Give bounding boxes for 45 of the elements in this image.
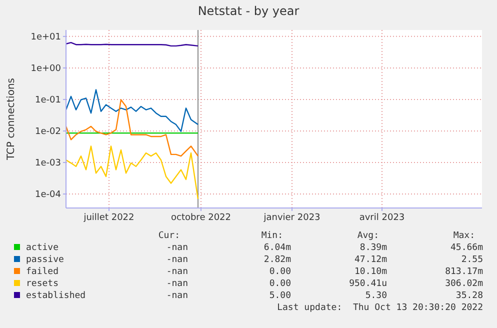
text: 5.30 bbox=[365, 291, 387, 301]
chart-title: Netstat - by year bbox=[198, 4, 300, 18]
text: 8.39m bbox=[360, 243, 387, 253]
text: 47.12m bbox=[354, 255, 387, 265]
text: 0.00 bbox=[269, 267, 291, 277]
text: -nan bbox=[166, 255, 188, 265]
x-tick-label: octobre 2022 bbox=[170, 213, 232, 223]
y-tick-label: 1e-01 bbox=[35, 96, 61, 106]
legend-label: active bbox=[26, 243, 59, 253]
line-series bbox=[65, 99, 199, 157]
y-tick-label: 1e+01 bbox=[30, 32, 61, 43]
line-series bbox=[65, 146, 199, 200]
y-axis-title: TCP connections bbox=[6, 78, 17, 162]
text: Last update: Thu Oct 13 20:30:20 2022 bbox=[277, 303, 483, 313]
text: -nan bbox=[166, 243, 188, 253]
y-tick-label: 1e-02 bbox=[35, 127, 61, 138]
text: 2.55 bbox=[461, 255, 483, 265]
text: -nan bbox=[166, 279, 188, 289]
text: 35.28 bbox=[456, 291, 483, 301]
text: 45.66m bbox=[450, 243, 483, 253]
text: Max: bbox=[453, 231, 475, 241]
text: 6.04m bbox=[264, 243, 291, 253]
legend-label: established bbox=[26, 291, 86, 301]
text: 306.02m bbox=[445, 279, 483, 289]
y-tick-label: 1e+00 bbox=[30, 64, 62, 74]
text: 950.41u bbox=[349, 279, 387, 289]
text: 2.82m bbox=[264, 255, 291, 265]
text: Min: bbox=[261, 231, 283, 241]
text: -nan bbox=[166, 291, 188, 301]
y-tick-label: 1e-04 bbox=[35, 190, 62, 200]
text: 0.00 bbox=[269, 279, 291, 289]
legend-label: passive bbox=[26, 255, 64, 265]
y-tick-label: 1e-03 bbox=[35, 158, 61, 169]
text: -nan bbox=[166, 267, 188, 277]
text: 5.00 bbox=[269, 291, 291, 301]
x-tick-label: janvier 2023 bbox=[262, 213, 320, 223]
x-tick-label: avril 2023 bbox=[359, 213, 405, 223]
x-tick-label: juillet 2022 bbox=[82, 213, 134, 223]
text: 813.17m bbox=[445, 267, 483, 277]
legend-label: resets bbox=[26, 279, 59, 289]
text: 10.10m bbox=[354, 267, 387, 277]
legend-label: failed bbox=[26, 267, 59, 277]
text: Cur: bbox=[158, 231, 180, 241]
line-series bbox=[65, 89, 199, 132]
text: Avg: bbox=[357, 231, 379, 241]
